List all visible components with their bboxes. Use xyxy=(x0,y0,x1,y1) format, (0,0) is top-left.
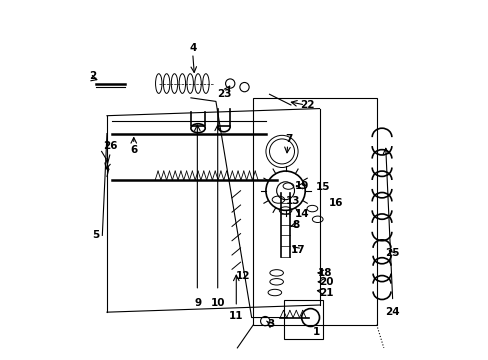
Text: 11: 11 xyxy=(228,311,243,321)
Text: 13: 13 xyxy=(285,197,299,206)
Text: 2: 2 xyxy=(89,71,96,81)
Text: 1: 1 xyxy=(312,327,319,337)
Text: 9: 9 xyxy=(194,298,201,308)
Text: 22: 22 xyxy=(299,100,314,110)
Text: 3: 3 xyxy=(267,319,274,329)
Text: 5: 5 xyxy=(92,230,100,240)
Text: 4: 4 xyxy=(189,43,196,53)
Text: 26: 26 xyxy=(103,141,118,151)
Text: 6: 6 xyxy=(130,145,137,155)
Text: 18: 18 xyxy=(317,268,331,278)
Text: 12: 12 xyxy=(235,271,249,282)
Text: 15: 15 xyxy=(315,182,330,192)
Text: 19: 19 xyxy=(295,181,309,191)
Bar xyxy=(283,300,323,339)
Text: 20: 20 xyxy=(319,277,333,287)
Text: 25: 25 xyxy=(385,248,399,258)
Text: 14: 14 xyxy=(294,209,308,219)
Bar xyxy=(253,98,376,325)
Text: 8: 8 xyxy=(292,220,299,230)
Text: 21: 21 xyxy=(318,288,332,297)
Text: 7: 7 xyxy=(285,134,292,144)
Text: 24: 24 xyxy=(385,307,399,317)
Text: 23: 23 xyxy=(217,89,232,99)
Text: 16: 16 xyxy=(327,198,342,208)
Text: 17: 17 xyxy=(290,245,305,255)
Text: 10: 10 xyxy=(210,298,224,308)
